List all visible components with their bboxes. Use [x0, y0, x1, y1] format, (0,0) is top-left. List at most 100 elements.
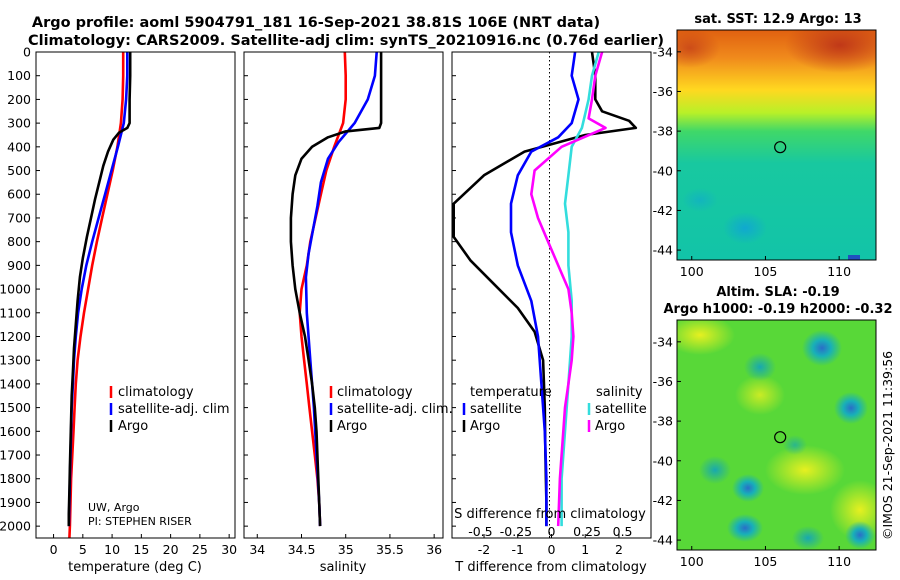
legend-label-s-argo: Argo: [595, 419, 625, 434]
x-tick-label: 2: [615, 542, 623, 557]
map-y-tick-label: -42: [653, 203, 673, 218]
x-tick-label: 5: [79, 542, 87, 557]
temperature-panel: 0100200300400500600700800900100011001200…: [0, 45, 237, 576]
map-y-tick-label: -40: [653, 453, 673, 468]
s-tick-label: -0.25: [500, 524, 532, 539]
s-tick-label: 0.5: [613, 524, 633, 539]
salinity-x-ticks: 34 34.5 35 35.5 36: [249, 534, 442, 557]
map-y-tick-label: -40: [653, 163, 673, 178]
depth-tick-label: 400: [7, 139, 31, 154]
sst-map-title: sat. SST: 12.9 Argo: 13: [694, 12, 861, 27]
depth-tick-label: 1900: [0, 495, 31, 510]
legend-head-salinity: salinity: [596, 385, 643, 400]
x-tick-label: -2: [478, 542, 490, 557]
credit-line-1: UW, Argo: [88, 501, 140, 514]
legend-label-satellite: satellite-adj. clim.: [337, 402, 453, 417]
figure-title-line-1: Argo profile: aoml 5904791_181 16-Sep-20…: [32, 15, 600, 31]
difference-legend: temperature salinity satellite Argo sate…: [462, 385, 647, 434]
map-y-tick-label: -38: [653, 124, 673, 139]
x-tick-label: 34: [249, 542, 265, 557]
salinity-legend: climatology satellite-adj. clim. Argo: [329, 385, 453, 434]
temperature-series: [67, 52, 132, 538]
legend-label-t-satellite: satellite: [470, 402, 522, 417]
series-line-argo: [289, 52, 383, 527]
sst-map-image: [677, 30, 876, 260]
salinity-xlabel: salinity: [320, 560, 367, 575]
salinity-series: [289, 52, 383, 527]
difference-axes-frame: [451, 51, 652, 539]
sla-map-ticks: 100 105 110 -34 -36 -38 -40 -42 -44: [653, 334, 852, 569]
temperature-depth-ticks: 0 100 200 300 400 500 600 700 800 900 1000 1100 1200…: [0, 45, 40, 534]
temperature-axes-frame: [35, 51, 236, 539]
depth-tick-label: 0: [23, 45, 31, 60]
x-tick-label: 1: [581, 542, 589, 557]
x-tick-label: 0: [548, 542, 556, 557]
map-x-tick-label: 100: [680, 264, 704, 279]
sst-argo-location-marker: [774, 141, 787, 154]
x-tick-label: 10: [104, 542, 120, 557]
series-line-salinity-satellite: [560, 52, 600, 527]
temperature-xlabel: temperature (deg C): [68, 560, 202, 575]
difference-x-ticks: -2 -1 0 1 2: [478, 534, 623, 557]
sla-eddy: [792, 526, 824, 550]
legend-label-climatology: climatology: [118, 385, 194, 400]
depth-tick-label: 1300: [0, 353, 31, 368]
s-tick-label: 0: [548, 524, 556, 539]
x-tick-label: 30: [221, 542, 237, 557]
series-line-salinity-argo: [529, 52, 607, 527]
map-y-tick-label: -38: [653, 414, 673, 429]
s-tick-label: 0.25: [573, 524, 601, 539]
x-tick-label: 20: [163, 542, 179, 557]
depth-tick-label: 100: [7, 68, 31, 83]
legend-label-satellite: satellite-adj. clim: [118, 402, 230, 417]
sla-eddy: [834, 392, 868, 424]
sla-eddy: [744, 353, 776, 381]
map-y-tick-label: -36: [653, 84, 673, 99]
depth-tick-label: 700: [7, 210, 31, 225]
x-tick-label: -1: [512, 542, 524, 557]
depth-tick-label: 1400: [0, 376, 31, 391]
depth-tick-label: 500: [7, 163, 31, 178]
legend-label-argo: Argo: [337, 419, 367, 434]
series-line-climatology: [68, 52, 125, 538]
timestamp-stamp: ©IMOS 21-Sep-2021 11:39:56: [880, 351, 895, 540]
depth-tick-label: 1000: [0, 282, 31, 297]
difference-xlabel: T difference from climatology: [454, 560, 647, 575]
credit-line-2: PI: STEPHEN RISER: [88, 515, 192, 528]
sst-warm-patch: [785, 30, 876, 73]
sst-cold-pixel: [848, 255, 860, 260]
x-tick-label: 25: [192, 542, 208, 557]
x-tick-label: 35.5: [376, 542, 404, 557]
depth-tick-label: 1800: [0, 471, 31, 486]
salinity-axes-frame: [243, 51, 444, 539]
depth-tick-label: 1100: [0, 305, 31, 320]
difference-top-label: S difference from climatology: [454, 507, 646, 522]
salinity-panel: 34 34.5 35 35.5 36 salinity climatology sate…: [243, 51, 453, 575]
legend-label-t-argo: Argo: [470, 419, 500, 434]
depth-tick-label: 2000: [0, 519, 31, 534]
sst-map-frame: [676, 29, 877, 261]
depth-tick-label: 900: [7, 258, 31, 273]
depth-tick-label: 600: [7, 187, 31, 202]
depth-tick-label: 200: [7, 92, 31, 107]
depth-tick-label: 1600: [0, 424, 31, 439]
map-y-tick-label: -44: [653, 243, 673, 258]
legend-label-s-satellite: satellite: [595, 402, 647, 417]
map-x-tick-label: 110: [827, 554, 851, 569]
sla-eddy: [802, 330, 842, 366]
difference-s-ticks: -0.5 -0.25 0 0.25 0.5: [468, 524, 632, 539]
difference-panel: -2 -1 0 1 2 -0.5 -0.25 0 0.25 0.5 T difference f…: [451, 51, 652, 575]
sla-high-patch: [735, 375, 785, 415]
figure-title-line-2: Climatology: CARS2009. Satellite-adj cli…: [28, 33, 664, 49]
x-tick-label: 15: [133, 542, 149, 557]
difference-series: [452, 52, 638, 527]
sla-high-patch: [765, 445, 845, 495]
map-y-tick-label: -34: [653, 334, 673, 349]
sla-eddy: [727, 514, 763, 542]
depth-tick-label: 1700: [0, 448, 31, 463]
legend-head-temperature: temperature: [470, 385, 552, 400]
map-y-tick-label: -42: [653, 493, 673, 508]
legend-label-argo: Argo: [118, 419, 148, 434]
sla-high-patch: [677, 320, 735, 355]
